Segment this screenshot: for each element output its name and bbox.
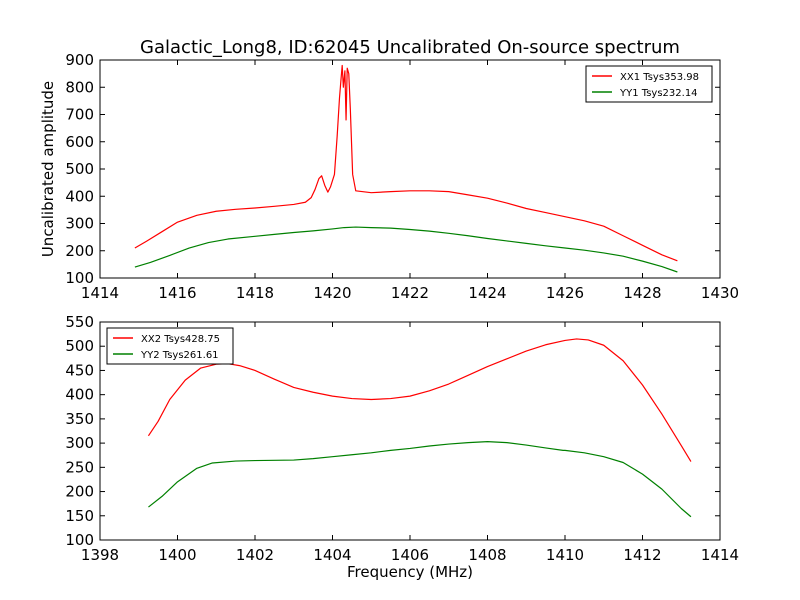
top-spectrum-panel: 1414 1416 1418 1420 1422 1424 1426 1428 1430 100 2…: [39, 51, 739, 302]
bottom-spectrum-panel: 1398 1400 1402 1404 1406 1408 1410 1412 1414 100 1…: [65, 313, 739, 581]
chart0-xtick-label: 1426: [546, 284, 584, 302]
chart0-ytick-label: 400: [65, 187, 94, 205]
chart1-ytick-label: 500: [65, 337, 94, 355]
chart0-legend-label: XX1 Tsys353.98: [620, 72, 699, 83]
chart0-xtick-label: 1416: [158, 284, 196, 302]
chart1-ytick-label: 250: [65, 458, 94, 476]
chart0-xtick-label: 1420: [313, 284, 351, 302]
chart0-xtick-label: 1414: [81, 284, 119, 302]
chart1-ytick-label: 150: [65, 507, 94, 525]
chart1-xtick-label: 1410: [546, 546, 584, 564]
chart1-xtick-label: 1406: [391, 546, 429, 564]
chart1-xtick-label: 1408: [468, 546, 506, 564]
chart0-ytick-label: 900: [65, 51, 94, 69]
chart1-xtick-label: 1404: [313, 546, 351, 564]
chart1-xtick-label: 1400: [158, 546, 196, 564]
chart0-xtick-label: 1424: [468, 284, 506, 302]
chart0-legend-label: YY1 Tsys232.14: [619, 88, 698, 99]
chart1-ytick-label: 300: [65, 434, 94, 452]
chart1-xaxis-label: Frequency (MHz): [347, 563, 473, 581]
chart1-legend-label: YY2 Tsys261.61: [140, 350, 219, 361]
chart1-ytick-label: 400: [65, 386, 94, 404]
chart0-xtick-label: 1422: [391, 284, 429, 302]
chart1-xtick-label: 1414: [701, 546, 739, 564]
chart0-ytick-label: 300: [65, 215, 94, 233]
chart0-series-line-1: [134, 226, 678, 273]
chart0-legend: XX1 Tsys353.98 YY1 Tsys232.14: [585, 65, 713, 103]
chart0-xtick-label: 1418: [236, 284, 274, 302]
chart1-ytick-label: 350: [65, 410, 94, 428]
chart1-legend-label: XX2 Tsys428.75: [141, 334, 220, 345]
chart0-legend-box: [585, 65, 713, 103]
chart1-series-line-1: [148, 441, 692, 518]
chart0-ytick-label: 100: [65, 269, 94, 287]
chart0-ytick-label: 800: [65, 78, 94, 96]
chart0-ytick-label: 700: [65, 106, 94, 124]
figure-title: Galactic_Long8, ID:62045 Uncalibrated On…: [140, 37, 680, 58]
chart0-xtick-label: 1430: [701, 284, 739, 302]
chart1-ytick-label: 450: [65, 361, 94, 379]
chart1-xtick-label: 1402: [236, 546, 274, 564]
chart0-ytick-label: 200: [65, 242, 94, 260]
chart0-ytick-label: 500: [65, 160, 94, 178]
chart1-ytick-label: 550: [65, 313, 94, 331]
chart1-ytick-label: 100: [65, 531, 94, 549]
chart0-ytick-label: 600: [65, 133, 94, 151]
chart1-legend: XX2 Tsys428.75 YY2 Tsys261.61: [106, 327, 234, 365]
chart1-legend-box: [106, 327, 234, 365]
chart0-xtick-label: 1428: [623, 284, 661, 302]
chart1-xtick-label: 1412: [623, 546, 661, 564]
chart1-xtick-label: 1398: [81, 546, 119, 564]
chart0-series-line-0: [134, 64, 678, 262]
chart1-ytick-label: 200: [65, 483, 94, 501]
chart0-yaxis-label: Uncalibrated amplitude: [39, 81, 57, 257]
